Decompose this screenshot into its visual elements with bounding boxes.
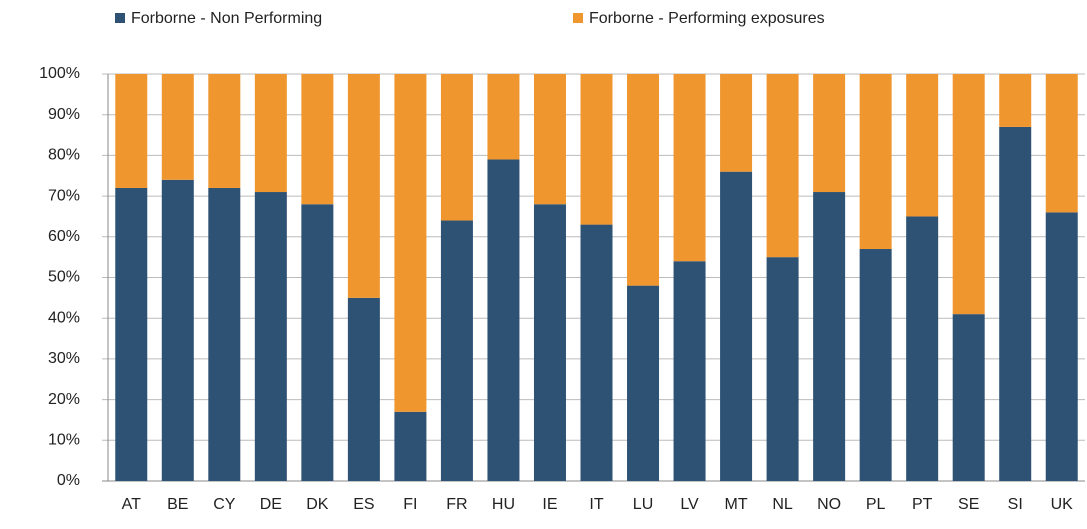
bar-segment (347, 74, 380, 298)
x-tick-label: IT (589, 496, 603, 513)
legend-swatch (573, 13, 583, 23)
x-tick-label: AT (122, 496, 141, 513)
bar-segment (254, 74, 287, 193)
bar-segment (533, 74, 566, 205)
y-tick-label: 20% (48, 391, 80, 408)
y-tick-label: 100% (39, 65, 80, 82)
x-tick-label: LV (680, 496, 699, 513)
x-tick-label: UK (1051, 496, 1074, 513)
x-tick-label: ES (353, 496, 374, 513)
bar-segment (627, 285, 660, 481)
bar-segment (394, 74, 427, 412)
y-tick-label: 10% (48, 432, 80, 449)
y-tick-label: 70% (48, 187, 80, 204)
x-tick-label: SI (1008, 496, 1023, 513)
bar-segment (627, 74, 660, 286)
bar-segment (208, 187, 241, 481)
bar-segment (115, 187, 148, 481)
y-tick-label: 90% (48, 106, 80, 123)
bar-segment (673, 261, 706, 481)
bar-segment (533, 204, 566, 482)
bar-segment (999, 74, 1032, 127)
bar-segment (673, 74, 706, 262)
bar-segment (161, 74, 194, 180)
bar-segment (720, 171, 753, 481)
bar-segment (952, 74, 985, 315)
legend-label: Forborne - Non Performing (131, 10, 322, 27)
y-tick-label: 60% (48, 228, 80, 245)
legend-swatch (115, 13, 125, 23)
bar-segment (813, 192, 846, 481)
legend-label: Forborne - Performing exposures (589, 10, 825, 27)
bar-segment (208, 74, 241, 188)
x-tick-label: FR (446, 496, 467, 513)
bar-segment (766, 257, 799, 481)
y-tick-label: 40% (48, 309, 80, 326)
bar-segment (859, 249, 892, 481)
x-tick-label: DE (260, 496, 282, 513)
y-tick-label: 30% (48, 350, 80, 367)
x-tick-label: MT (725, 496, 748, 513)
x-tick-label: LU (633, 496, 653, 513)
bar-segment (487, 74, 520, 160)
bar-segment (766, 74, 799, 258)
x-tick-label: NO (817, 496, 841, 513)
x-tick-label: PT (912, 496, 933, 513)
bar-segment (813, 74, 846, 193)
bar-segment (1045, 212, 1078, 481)
bar-segment (859, 74, 892, 250)
x-tick-label: IE (542, 496, 557, 513)
x-tick-label: PL (866, 496, 886, 513)
bar-segment (115, 74, 148, 188)
bar-segment (906, 74, 939, 217)
y-tick-label: 80% (48, 147, 80, 164)
bar-segment (952, 314, 985, 481)
bar-segment (1045, 74, 1078, 213)
y-tick-label: 0% (57, 472, 80, 489)
bar-segment (580, 74, 613, 225)
bar-segment (440, 220, 473, 481)
y-tick-label: 50% (48, 269, 80, 286)
x-tick-label: NL (772, 496, 793, 513)
bar-segment (301, 204, 334, 482)
x-tick-label: FI (403, 496, 417, 513)
bar-segment (394, 411, 427, 481)
bar-segment (254, 192, 287, 481)
bar-segment (161, 179, 194, 481)
bar-segment (720, 74, 753, 172)
bar-segment (440, 74, 473, 221)
bar-segment (487, 159, 520, 481)
x-tick-label: DK (306, 496, 329, 513)
bar-segment (301, 74, 334, 205)
bar-segment (906, 216, 939, 481)
x-tick-label: HU (492, 496, 515, 513)
bar-segment (580, 224, 613, 481)
x-tick-label: SE (958, 496, 979, 513)
x-tick-label: CY (213, 496, 236, 513)
bar-segment (999, 126, 1032, 481)
x-tick-label: BE (167, 496, 188, 513)
bar-segment (347, 297, 380, 481)
